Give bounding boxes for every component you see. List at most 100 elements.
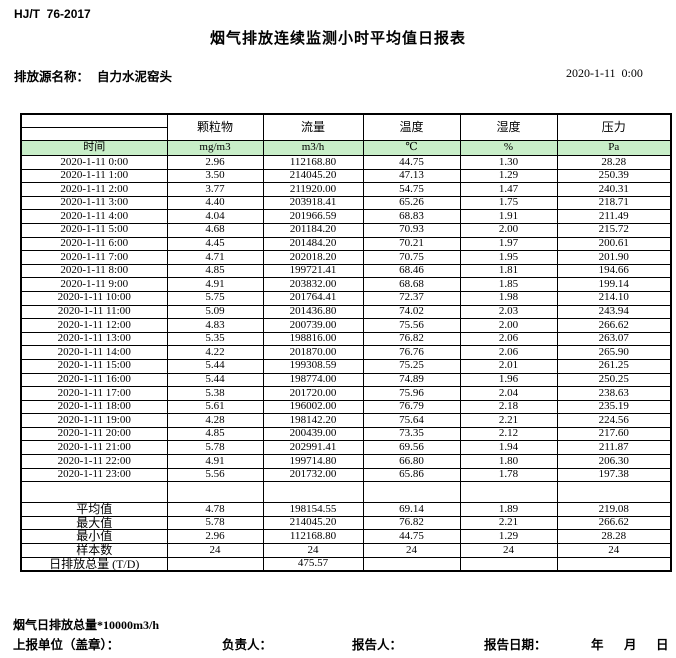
value-cell: 5.35 xyxy=(166,331,264,347)
value-cell: 65.26 xyxy=(362,195,461,211)
value-cell: 240.31 xyxy=(556,182,672,197)
value-cell: 250.39 xyxy=(556,168,672,184)
value-cell: 5.44 xyxy=(166,372,264,388)
value-cell: 200739.00 xyxy=(262,318,364,333)
summary-label-cell: 样本数 xyxy=(20,543,168,558)
summary-rows: 平均值 4.78 198154.55 69.14 1.89 219.08 最大值 5.78 21… xyxy=(20,502,672,572)
spacer-cell xyxy=(459,481,558,504)
table-row: 2020-1-11 22:00 4.91 199714.80 66.80 1.80 206… xyxy=(20,454,672,469)
table-row: 2020-1-11 0:00 2.96 112168.80 44.75 1.30 28.2… xyxy=(20,155,672,170)
value-cell: 5.78 xyxy=(166,440,264,456)
value-cell: 203832.00 xyxy=(262,277,364,292)
spacer-row xyxy=(20,481,672,504)
value-cell: 235.19 xyxy=(556,399,672,415)
value-cell: 203918.41 xyxy=(262,195,364,211)
value-cell: 201764.41 xyxy=(262,290,364,306)
time-cell: 2020-1-11 2:00 xyxy=(20,182,168,197)
value-cell: 75.64 xyxy=(362,413,461,428)
header-empty-top-cell xyxy=(20,113,168,128)
value-cell: 201484.20 xyxy=(262,236,364,252)
value-cell: 214045.20 xyxy=(262,168,364,184)
summary-row: 样本数 24 24 24 24 24 xyxy=(20,543,672,558)
value-cell: 2.00 xyxy=(459,318,558,333)
unit-row: 时间 mg/m3 m3/h ℃ % Pa xyxy=(20,140,672,156)
value-cell: 196002.00 xyxy=(262,399,364,415)
table-row: 2020-1-11 15:00 5.44 199308.59 75.25 2.01 261… xyxy=(20,358,672,374)
time-cell: 2020-1-11 7:00 xyxy=(20,250,168,265)
summary-value-cell: 24 xyxy=(362,543,461,558)
value-cell: 5.75 xyxy=(166,290,264,306)
summary-value-cell: 219.08 xyxy=(556,502,672,517)
value-cell: 70.75 xyxy=(362,250,461,265)
value-cell: 44.75 xyxy=(362,155,461,170)
value-cell: 263.07 xyxy=(556,331,672,347)
value-cell: 1.98 xyxy=(459,290,558,306)
summary-value-cell: 112168.80 xyxy=(262,529,364,545)
page-title: 烟气排放连续监测小时平均值日报表 xyxy=(209,31,466,47)
summary-value-cell: 2.21 xyxy=(459,515,558,531)
value-cell: 5.61 xyxy=(166,399,264,415)
value-cell: 4.85 xyxy=(166,263,264,279)
value-cell: 1.95 xyxy=(459,250,558,265)
summary-value-cell: 2.96 xyxy=(166,529,264,545)
summary-value-cell: 24 xyxy=(166,543,264,558)
value-cell: 217.60 xyxy=(556,426,672,442)
value-cell: 1.85 xyxy=(459,277,558,292)
table-row: 2020-1-11 2:00 3.77 211920.00 54.75 1.47 240.… xyxy=(20,182,672,197)
summary-value-cell: 76.82 xyxy=(362,515,461,531)
value-cell: 243.94 xyxy=(556,304,672,320)
value-cell: 1.75 xyxy=(459,195,558,211)
value-cell: 65.86 xyxy=(362,467,461,483)
summary-value-cell xyxy=(362,556,461,572)
summary-value-cell xyxy=(556,556,672,572)
unit-flow: m3/h xyxy=(262,140,364,156)
spacer-cell xyxy=(166,481,264,504)
table-row: 2020-1-11 14:00 4.22 201870.00 76.76 2.06 265… xyxy=(20,345,672,360)
column-header-particulate: 颗粒物 xyxy=(166,113,264,141)
time-cell: 2020-1-11 1:00 xyxy=(20,168,168,184)
value-cell: 2.21 xyxy=(459,413,558,428)
summary-row: 平均值 4.78 198154.55 69.14 1.89 219.08 xyxy=(20,502,672,517)
value-cell: 4.85 xyxy=(166,426,264,442)
value-cell: 1.91 xyxy=(459,209,558,224)
time-cell: 2020-1-11 3:00 xyxy=(20,195,168,211)
value-cell: 5.09 xyxy=(166,304,264,320)
summary-value-cell: 4.78 xyxy=(166,502,264,517)
value-cell: 4.91 xyxy=(166,277,264,292)
time-cell: 2020-1-11 23:00 xyxy=(20,467,168,483)
value-cell: 211.87 xyxy=(556,440,672,456)
table-row: 2020-1-11 19:00 4.28 198142.20 75.64 2.21 224… xyxy=(20,413,672,428)
summary-value-cell: 198154.55 xyxy=(262,502,364,517)
value-cell: 201184.20 xyxy=(262,222,364,238)
column-header-temperature: 温度 xyxy=(362,113,461,141)
summary-row: 最大值 5.78 214045.20 76.82 2.21 266.62 xyxy=(20,515,672,531)
value-cell: 70.93 xyxy=(362,222,461,238)
value-cell: 68.46 xyxy=(362,263,461,279)
table-header: 颗粒物 流量 温度 湿度 压力 时间 mg/m3 m3/h ℃ % Pa xyxy=(20,113,672,156)
reporter-label: 报告人： xyxy=(352,638,403,652)
value-cell: 75.96 xyxy=(362,386,461,401)
table-row: 2020-1-11 16:00 5.44 198774.00 74.89 1.96 250… xyxy=(20,372,672,388)
value-cell: 199714.80 xyxy=(262,454,364,469)
value-cell: 2.00 xyxy=(459,222,558,238)
value-cell: 200.61 xyxy=(556,236,672,252)
table-row: 2020-1-11 6:00 4.45 201484.20 70.21 1.97 200.… xyxy=(20,236,672,252)
table-row: 2020-1-11 17:00 5.38 201720.00 75.96 2.04 238… xyxy=(20,386,672,401)
value-cell: 74.02 xyxy=(362,304,461,320)
value-cell: 201870.00 xyxy=(262,345,364,360)
summary-label-cell: 平均值 xyxy=(20,502,168,517)
table-row: 2020-1-11 20:00 4.85 200439.00 73.35 2.12 217… xyxy=(20,426,672,442)
value-cell: 4.22 xyxy=(166,345,264,360)
value-cell: 215.72 xyxy=(556,222,672,238)
summary-label-cell: 最小值 xyxy=(20,529,168,545)
data-rows: 2020-1-11 0:00 2.96 112168.80 44.75 1.30 28.2… xyxy=(20,155,672,483)
time-cell: 2020-1-11 0:00 xyxy=(20,155,168,170)
summary-value-cell: 1.29 xyxy=(459,529,558,545)
table-row: 2020-1-11 8:00 4.85 199721.41 68.46 1.81 194.… xyxy=(20,263,672,279)
summary-value-cell: 24 xyxy=(459,543,558,558)
value-cell: 4.40 xyxy=(166,195,264,211)
value-cell: 66.80 xyxy=(362,454,461,469)
value-cell: 224.56 xyxy=(556,413,672,428)
day-label: 日 xyxy=(656,638,669,652)
